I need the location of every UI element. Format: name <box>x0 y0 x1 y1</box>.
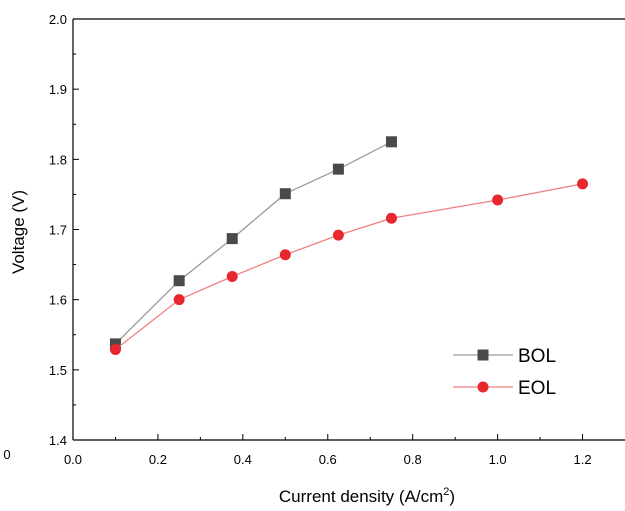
y-axis-ticks: 1.4 1.5 1.6 1.7 1.8 1.9 2.0 <box>49 12 79 448</box>
y-tick-label: 1.7 <box>49 223 67 238</box>
y-tick-label: 1.4 <box>49 433 67 448</box>
x-tick-label: 0.8 <box>404 452 422 467</box>
series-line-bol <box>115 141 392 345</box>
data-point-bol <box>173 275 185 287</box>
legend-entry-eol: EOL <box>453 378 556 399</box>
data-point-bol <box>279 188 291 200</box>
stray-tick-label: 0 <box>3 447 10 462</box>
y-tick-label: 1.6 <box>49 293 67 308</box>
x-tick-label: 1.0 <box>489 452 507 467</box>
data-point-eol <box>332 229 344 241</box>
x-tick-label: 0.2 <box>149 452 167 467</box>
legend-entry-bol: BOL <box>453 346 556 367</box>
data-point-bol <box>332 163 344 175</box>
plot-frame <box>72 18 625 441</box>
data-point-eol <box>173 294 185 306</box>
data-point-bol <box>226 233 238 245</box>
legend-label-bol: BOL <box>518 346 556 367</box>
legend-marker-eol <box>477 381 489 393</box>
y-tick-label: 1.5 <box>49 363 67 378</box>
series-line-eol <box>115 183 583 350</box>
series-bol <box>109 136 397 350</box>
data-point-eol <box>279 249 291 261</box>
x-tick-label: 0.6 <box>319 452 337 467</box>
series-layer <box>109 136 589 355</box>
legend-label-eol: EOL <box>518 378 556 399</box>
data-point-eol <box>109 343 121 355</box>
x-axis-title: Current density (A/cm2) <box>279 486 455 506</box>
y-tick-label: 1.8 <box>49 152 67 167</box>
x-tick-label: 0.0 <box>64 452 82 467</box>
data-point-eol <box>577 178 589 190</box>
y-tick-label: 1.9 <box>49 82 67 97</box>
data-point-bol <box>109 338 121 350</box>
data-point-eol <box>385 212 397 224</box>
legend: BOL EOL <box>453 346 556 399</box>
data-point-eol <box>226 271 238 283</box>
series-eol <box>109 178 589 355</box>
legend-marker-bol <box>477 349 489 361</box>
data-point-eol <box>492 194 504 206</box>
x-tick-label: 1.2 <box>573 452 591 467</box>
y-axis-title: Voltage (V) <box>9 190 28 274</box>
x-axis-ticks: 0.0 0.2 0.4 0.6 0.8 1.0 1.2 <box>64 434 592 467</box>
x-tick-label: 0.4 <box>234 452 252 467</box>
data-point-bol <box>385 136 397 148</box>
y-tick-label: 2.0 <box>49 12 67 27</box>
